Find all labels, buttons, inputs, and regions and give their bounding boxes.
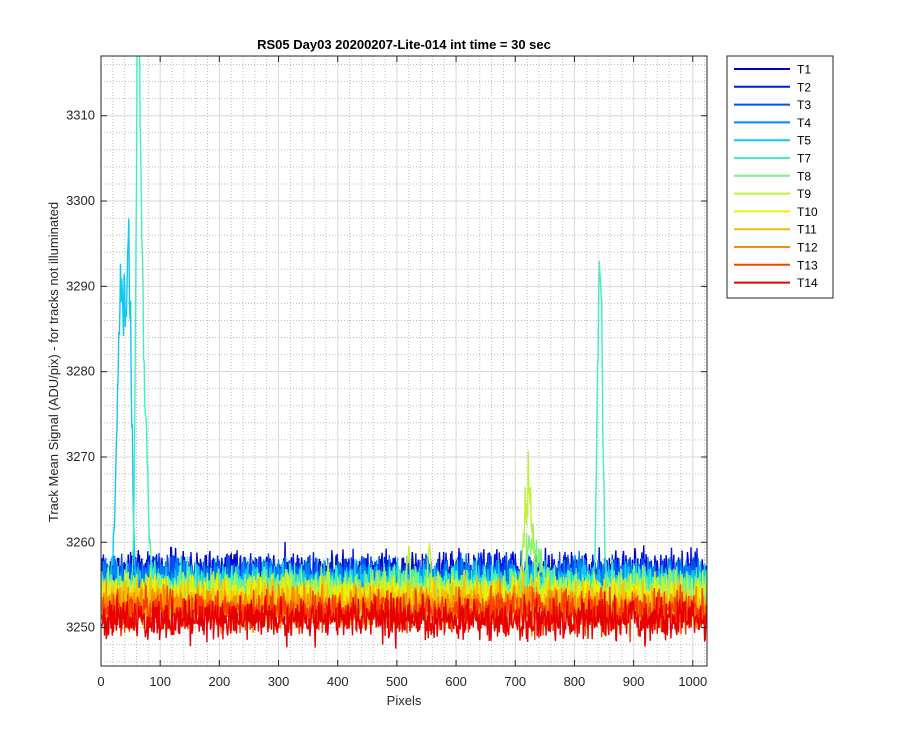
y-tick-label: 3250 bbox=[66, 620, 95, 635]
y-tick-labels: 3250 3260 3270 3280 3290 3300 3310 bbox=[66, 108, 95, 635]
x-tick-label: 300 bbox=[268, 674, 290, 689]
x-tick-label: 700 bbox=[504, 674, 526, 689]
legend: T1 T2 T3 T4 T5 T7 T8 T9 T10 T11 T12 T13 T14 bbox=[726, 55, 834, 299]
x-tick-labels: 0 100 200 300 400 500 600 700 800 900 1000 bbox=[97, 674, 707, 689]
y-tick-label: 3270 bbox=[66, 449, 95, 464]
x-axis-label: Pixels bbox=[387, 693, 422, 708]
series-line-t14 bbox=[101, 591, 707, 649]
x-tick-label: 100 bbox=[149, 674, 171, 689]
legend-label-t1: T1 bbox=[797, 63, 811, 77]
legend-label-t8: T8 bbox=[797, 169, 811, 183]
y-axis-label: Track Mean Signal (ADU/pix) - for tracks… bbox=[46, 202, 61, 522]
legend-label-t5: T5 bbox=[797, 134, 811, 148]
series-lines bbox=[101, 56, 707, 649]
y-tick-label: 3290 bbox=[66, 278, 95, 293]
legend-label-t13: T13 bbox=[797, 258, 818, 272]
y-tick-label: 3260 bbox=[66, 534, 95, 549]
y-tick-label: 3310 bbox=[66, 108, 95, 123]
legend-label-t3: T3 bbox=[797, 98, 811, 112]
legend-label-t12: T12 bbox=[797, 241, 818, 255]
x-tick-label: 400 bbox=[327, 674, 349, 689]
legend-label-t7: T7 bbox=[797, 152, 811, 166]
y-tick-label: 3300 bbox=[66, 193, 95, 208]
chart-title: RS05 Day03 20200207-Lite-014 int time = … bbox=[257, 37, 551, 52]
x-tick-label: 200 bbox=[209, 674, 231, 689]
legend-label-t9: T9 bbox=[797, 187, 811, 201]
x-tick-label: 0 bbox=[97, 674, 104, 689]
legend-label-t2: T2 bbox=[797, 80, 811, 94]
legend-label-t10: T10 bbox=[797, 205, 818, 219]
x-tick-label: 500 bbox=[386, 674, 408, 689]
x-tick-label: 900 bbox=[623, 674, 645, 689]
axis-ticks bbox=[100, 56, 707, 666]
legend-box bbox=[726, 55, 834, 299]
legend-label-t4: T4 bbox=[797, 116, 811, 130]
plot-area-frame bbox=[100, 55, 708, 667]
x-tick-label: 600 bbox=[445, 674, 467, 689]
x-tick-label: 1000 bbox=[678, 674, 707, 689]
y-tick-label: 3280 bbox=[66, 364, 95, 379]
legend-label-t14: T14 bbox=[797, 276, 818, 290]
x-tick-label: 800 bbox=[564, 674, 586, 689]
legend-label-t11: T11 bbox=[797, 223, 817, 237]
